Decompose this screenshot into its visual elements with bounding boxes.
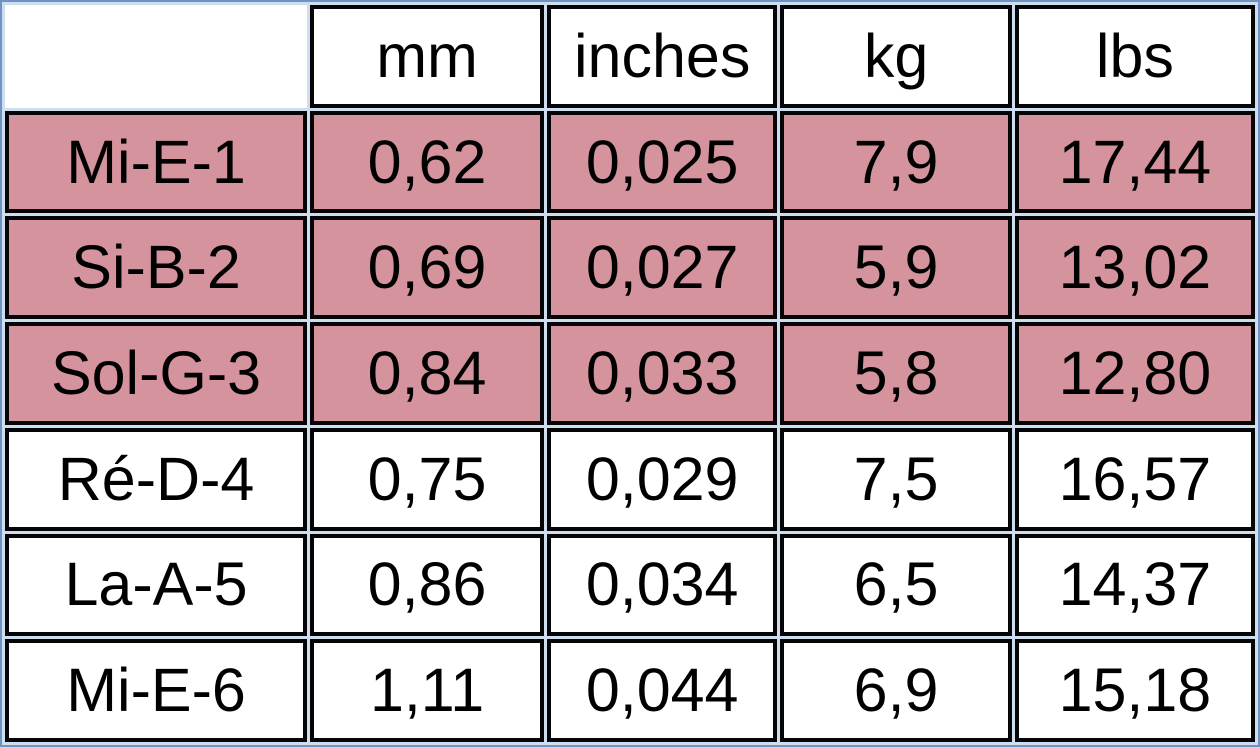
table-row: La-A-5 0,86 0,034 6,5 14,37 xyxy=(5,533,1255,637)
header-lbs: lbs xyxy=(1014,5,1255,108)
cell-kg: 6,9 xyxy=(780,639,1012,742)
table-row: Sol-G-3 0,84 0,033 5,8 12,80 xyxy=(5,322,1255,425)
cell-inches: 0,029 xyxy=(547,427,778,531)
cell-inches: 0,033 xyxy=(547,322,778,425)
header-kg: kg xyxy=(780,5,1012,108)
cell-kg: 7,5 xyxy=(780,427,1012,531)
corner-blank-cell xyxy=(5,5,308,108)
cell-lbs: 13,02 xyxy=(1014,216,1255,320)
row-label: La-A-5 xyxy=(5,533,308,637)
row-label: Mi-E-1 xyxy=(5,110,308,214)
cell-kg: 7,9 xyxy=(780,110,1012,214)
cell-mm: 0,84 xyxy=(310,322,545,425)
cell-mm: 0,69 xyxy=(310,216,545,320)
cell-kg: 5,8 xyxy=(780,322,1012,425)
cell-lbs: 16,57 xyxy=(1014,427,1255,531)
row-label: Ré-D-4 xyxy=(5,427,308,531)
cell-inches: 0,027 xyxy=(547,216,778,320)
row-label: Si-B-2 xyxy=(5,216,308,320)
header-inches: inches xyxy=(547,5,778,108)
cell-mm: 0,75 xyxy=(310,427,545,531)
cell-lbs: 12,80 xyxy=(1014,322,1255,425)
cell-mm: 1,11 xyxy=(310,639,545,742)
cell-kg: 5,9 xyxy=(780,216,1012,320)
row-label: Mi-E-6 xyxy=(5,639,308,742)
cell-mm: 0,86 xyxy=(310,533,545,637)
table-row: Mi-E-1 0,62 0,025 7,9 17,44 xyxy=(5,110,1255,214)
cell-kg: 6,5 xyxy=(780,533,1012,637)
cell-inches: 0,034 xyxy=(547,533,778,637)
cell-inches: 0,025 xyxy=(547,110,778,214)
cell-inches: 0,044 xyxy=(547,639,778,742)
row-label: Sol-G-3 xyxy=(5,322,308,425)
cell-mm: 0,62 xyxy=(310,110,545,214)
cell-lbs: 14,37 xyxy=(1014,533,1255,637)
header-row: mm inches kg lbs xyxy=(5,5,1255,108)
table-row: Si-B-2 0,69 0,027 5,9 13,02 xyxy=(5,216,1255,320)
table-row: Mi-E-6 1,11 0,044 6,9 15,18 xyxy=(5,639,1255,742)
cell-lbs: 17,44 xyxy=(1014,110,1255,214)
table-row: Ré-D-4 0,75 0,029 7,5 16,57 xyxy=(5,427,1255,531)
header-mm: mm xyxy=(310,5,545,108)
cell-lbs: 15,18 xyxy=(1014,639,1255,742)
